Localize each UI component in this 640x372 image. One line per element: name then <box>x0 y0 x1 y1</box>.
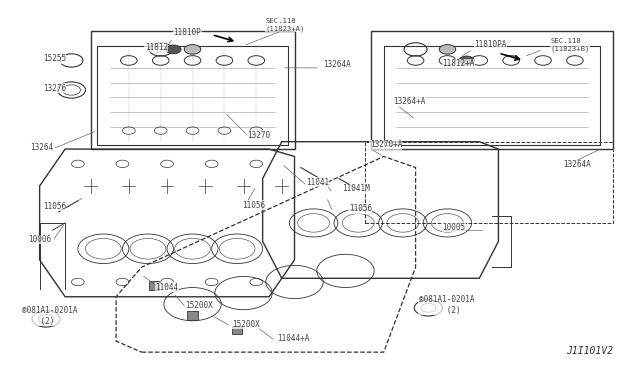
Text: 11041M: 11041M <box>342 185 370 193</box>
Text: 11044+A: 11044+A <box>276 334 309 343</box>
Text: 15255: 15255 <box>43 54 66 63</box>
Text: 11810P: 11810P <box>173 28 201 37</box>
Bar <box>188 311 198 320</box>
Text: J1I101V2: J1I101V2 <box>566 346 613 356</box>
Text: 10006: 10006 <box>28 235 51 244</box>
Circle shape <box>459 56 474 65</box>
Text: 13264A: 13264A <box>323 60 351 70</box>
Text: 13270+A: 13270+A <box>370 140 402 149</box>
Text: 11044: 11044 <box>156 283 179 292</box>
Text: 13270: 13270 <box>246 131 270 140</box>
Text: 11810PA: 11810PA <box>474 41 507 49</box>
Text: SEC.118
(11823+B): SEC.118 (11823+B) <box>550 38 590 52</box>
Text: 13264A: 13264A <box>563 160 591 169</box>
Bar <box>232 326 243 334</box>
Text: 13276: 13276 <box>43 84 66 93</box>
Circle shape <box>166 45 181 54</box>
Text: 11056: 11056 <box>43 202 66 211</box>
Text: 11812: 11812 <box>145 43 168 52</box>
Text: 11056: 11056 <box>349 204 372 214</box>
Text: 15200X: 15200X <box>185 301 212 310</box>
Text: ®081A1-0201A
    (2): ®081A1-0201A (2) <box>22 306 77 326</box>
Bar <box>149 281 159 290</box>
Text: 15200X: 15200X <box>232 320 260 328</box>
Text: 11056: 11056 <box>243 201 266 210</box>
Text: ®081A1-0201A
      (2): ®081A1-0201A (2) <box>419 295 474 315</box>
Circle shape <box>184 45 201 54</box>
Text: 11041: 11041 <box>306 178 329 187</box>
Text: SEC.118
(11823+A): SEC.118 (11823+A) <box>266 18 305 32</box>
Text: 11812+A: 11812+A <box>442 59 475 68</box>
Text: 13264+A: 13264+A <box>394 97 426 106</box>
Text: 13264: 13264 <box>30 143 53 152</box>
Text: 10005: 10005 <box>442 223 465 232</box>
Circle shape <box>439 45 456 54</box>
